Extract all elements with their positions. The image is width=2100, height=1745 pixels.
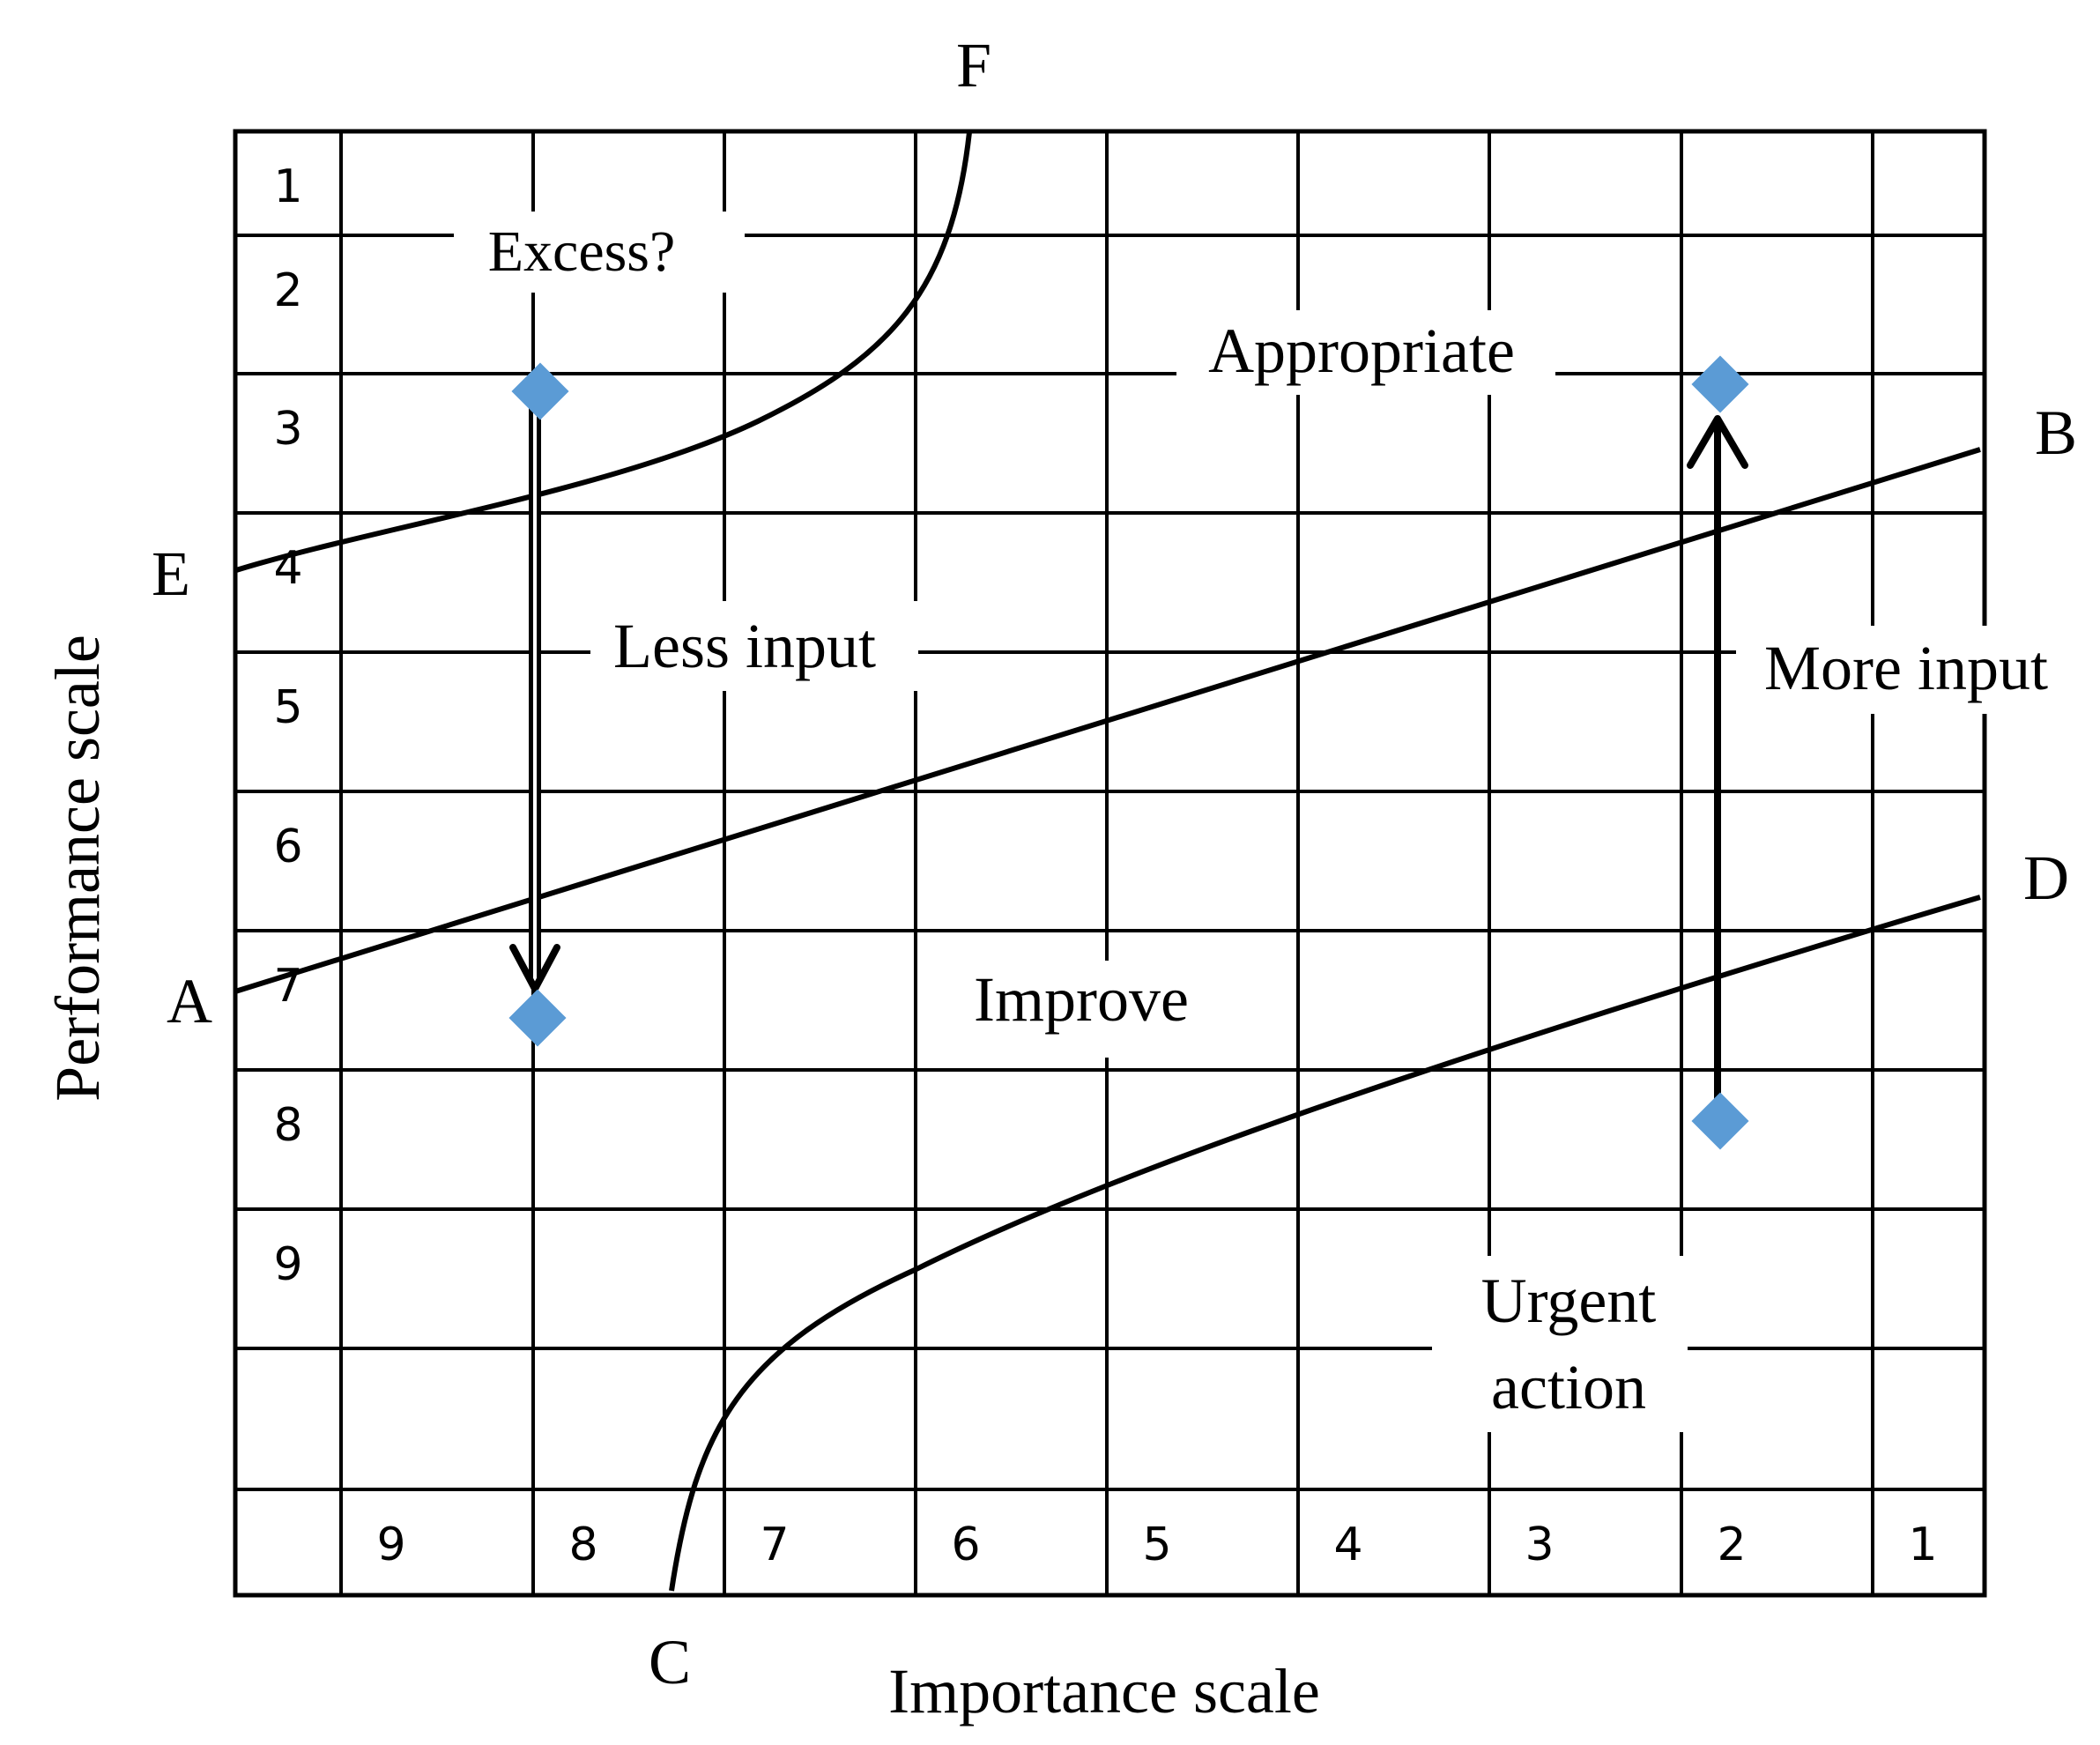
endpoint-d: D xyxy=(2023,843,2069,913)
endpoint-b: B xyxy=(2035,397,2077,468)
label-appropriate: Appropriate xyxy=(1208,316,1515,386)
endpoint-a: A xyxy=(167,966,212,1036)
col-number-7: 7 xyxy=(760,1519,789,1571)
marker-urgent-start xyxy=(1691,1092,1749,1150)
col-numbers: 9 8 7 6 5 4 3 2 1 xyxy=(376,1519,1937,1571)
arrow-more-input xyxy=(1687,415,1748,1102)
row-number-4: 4 xyxy=(273,542,302,595)
col-number-8: 8 xyxy=(568,1519,597,1571)
label-action: action xyxy=(1491,1352,1646,1422)
endpoint-letters: F B D E A C xyxy=(152,30,2077,1697)
endpoint-f: F xyxy=(956,30,991,100)
col-number-6: 6 xyxy=(951,1519,980,1571)
row-number-3: 3 xyxy=(273,403,302,456)
threshold-lines xyxy=(234,131,1981,1592)
row-number-8: 8 xyxy=(273,1099,302,1152)
col-number-3: 3 xyxy=(1525,1519,1554,1571)
row-number-1: 1 xyxy=(273,160,302,213)
y-axis-title: Performance scale xyxy=(42,635,113,1102)
col-number-1: 1 xyxy=(1908,1519,1937,1571)
col-number-9: 9 xyxy=(376,1519,405,1571)
grid-lines xyxy=(235,131,1985,1595)
col-number-2: 2 xyxy=(1717,1519,1746,1571)
row-number-5: 5 xyxy=(273,681,302,734)
label-excess: Excess? xyxy=(488,219,676,284)
label-improve: Improve xyxy=(974,964,1189,1035)
x-axis-title: Importance scale xyxy=(888,1656,1320,1726)
line-ef xyxy=(235,131,972,573)
arrow-less-input xyxy=(509,397,560,992)
label-less-input: Less input xyxy=(613,611,876,681)
line-ab xyxy=(234,447,1981,994)
label-more-input: More input xyxy=(1764,633,2048,703)
arrow-labels: Less input More input xyxy=(590,601,2075,714)
grid-border xyxy=(233,129,1987,1598)
marker-improve-end xyxy=(508,989,567,1047)
col-number-5: 5 xyxy=(1142,1519,1171,1571)
label-urgent: Urgent xyxy=(1481,1266,1657,1336)
row-number-9: 9 xyxy=(273,1238,302,1291)
markers xyxy=(508,355,1749,1150)
region-labels: Excess? Appropriate Improve Urgent actio… xyxy=(454,212,1688,1432)
marker-appropriate-end xyxy=(1691,355,1749,413)
line-cd xyxy=(669,895,1981,1592)
marker-excess-start xyxy=(511,362,569,420)
endpoint-c: C xyxy=(649,1627,691,1697)
row-number-2: 2 xyxy=(273,264,302,317)
arrowhead-down-icon xyxy=(509,944,560,992)
col-number-4: 4 xyxy=(1333,1519,1362,1571)
endpoint-e: E xyxy=(152,538,190,609)
row-numbers: 1 2 3 4 5 6 7 8 9 xyxy=(273,160,302,1291)
grid xyxy=(233,129,1987,1598)
row-number-7: 7 xyxy=(273,960,302,1013)
arrowhead-up-icon xyxy=(1687,415,1748,469)
row-number-6: 6 xyxy=(273,821,302,873)
